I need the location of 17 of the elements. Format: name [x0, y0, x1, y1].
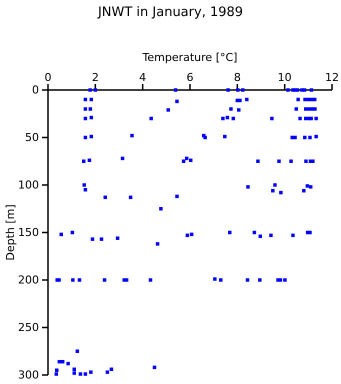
y-tick-label: 250 — [18, 321, 39, 334]
x-axis-title: Temperature [°C] — [142, 51, 238, 64]
x-tick-label: 10 — [278, 71, 292, 84]
y-tick-label: 100 — [18, 178, 39, 192]
x-tick-label: 2 — [92, 71, 99, 84]
x-tick-label: 0 — [44, 71, 52, 84]
y-tick-label: 150 — [18, 226, 39, 240]
x-tick-label: 8 — [234, 71, 241, 84]
y-tick-label: 50 — [25, 131, 39, 144]
y-axis-title: Depth [m] — [4, 204, 17, 261]
chart-title: JNWT in January, 1989 — [96, 5, 244, 20]
x-tick-label: 4 — [139, 71, 146, 84]
y-tick-label: 300 — [18, 368, 39, 382]
x-tick-label: 12 — [325, 71, 339, 84]
y-tick-label: 0 — [32, 84, 39, 97]
x-tick-label: 6 — [186, 71, 194, 84]
y-tick-label: 200 — [18, 274, 39, 287]
